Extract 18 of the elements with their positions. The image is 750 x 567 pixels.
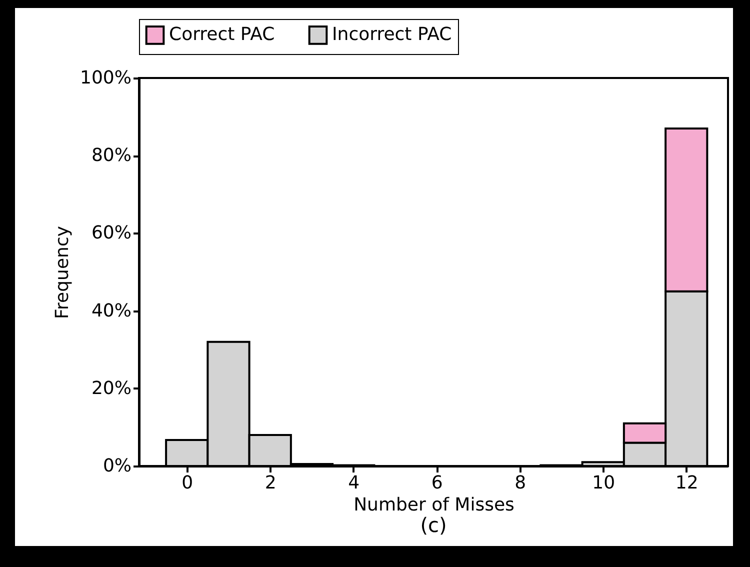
y-axis-title: Frequency bbox=[52, 226, 74, 319]
y-tick-label: 80% bbox=[91, 145, 132, 166]
x-tick-label: 12 bbox=[675, 472, 698, 494]
x-tick-label: 10 bbox=[592, 472, 616, 494]
y-tick-label: 100% bbox=[80, 68, 132, 88]
x-tick-label: 2 bbox=[264, 472, 276, 494]
x-tick-label: 0 bbox=[182, 472, 194, 494]
legend-label: Correct PAC bbox=[169, 24, 275, 46]
text: (c) bbox=[420, 513, 447, 537]
x-tick-label: 8 bbox=[514, 472, 526, 494]
y-tick-label: 20% bbox=[91, 378, 132, 399]
y-tick-label: 0% bbox=[102, 456, 132, 476]
x-tick-label: 6 bbox=[431, 472, 443, 494]
legend-label: Incorrect PAC bbox=[332, 24, 452, 46]
x-axis-title: Number of Misses bbox=[354, 494, 514, 516]
x-tick-label: 4 bbox=[348, 472, 360, 494]
y-tick-label: 60% bbox=[91, 222, 132, 244]
y-tick-label: 40% bbox=[91, 300, 132, 322]
